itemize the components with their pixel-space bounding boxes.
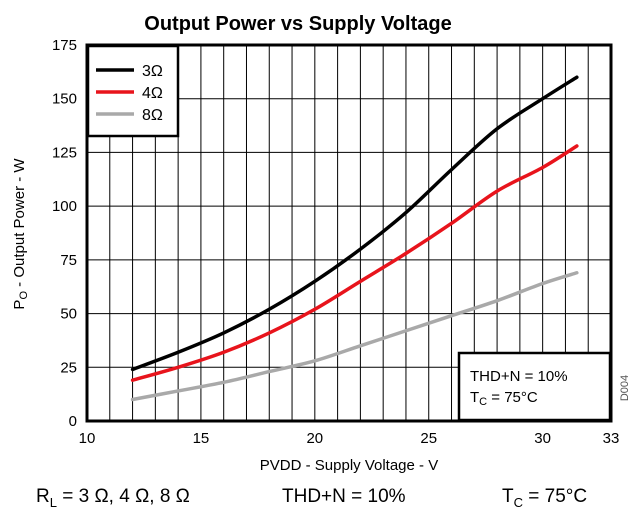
footer-load-main: R bbox=[36, 486, 50, 507]
series-line-3 bbox=[130, 271, 579, 402]
annotation-thd: THD+N = 10% bbox=[470, 368, 568, 385]
footer-temp: TC = 75°C bbox=[502, 486, 587, 510]
legend-label-1: 3Ω bbox=[142, 63, 163, 80]
y-tick-label: 25 bbox=[60, 359, 77, 376]
annotation-tc-rest: = 75°C bbox=[487, 389, 538, 406]
figure-code: D004 bbox=[619, 375, 631, 401]
annotation-frame bbox=[457, 351, 612, 422]
y-tick-label: 75 bbox=[60, 252, 77, 269]
footer-load-sub: L bbox=[49, 494, 57, 510]
annotation-box: THD+N = 10% TC = 75°C bbox=[457, 351, 612, 422]
footer-temp-main: T bbox=[502, 486, 514, 507]
annotation-tc-sub: C bbox=[479, 396, 487, 408]
x-tick-label: 30 bbox=[534, 430, 551, 447]
x-tick-label: 20 bbox=[306, 430, 323, 447]
footer-temp-sub: C bbox=[513, 494, 523, 510]
x-tick-label: 25 bbox=[420, 430, 437, 447]
x-tick-label: 15 bbox=[193, 430, 210, 447]
plot-frame bbox=[85, 43, 613, 423]
y-tick-label: 150 bbox=[52, 91, 77, 108]
annotation-tc-main: T bbox=[470, 389, 479, 406]
y-tick-label: 0 bbox=[69, 413, 77, 430]
y-axis-label: PO - Output Power - W bbox=[11, 158, 30, 310]
y-axis-label-rest: - Output Power - W bbox=[11, 158, 28, 291]
legend: 3Ω 4Ω 8Ω bbox=[86, 44, 180, 138]
footer-load: RL = 3 Ω, 4 Ω, 8 Ω bbox=[36, 486, 190, 510]
chart-title: Output Power vs Supply Voltage bbox=[144, 13, 451, 35]
footer-thd: THD+N = 10% bbox=[282, 486, 406, 507]
series-layer bbox=[130, 75, 579, 402]
footer-load-rest: = 3 Ω, 4 Ω, 8 Ω bbox=[56, 486, 190, 507]
y-tick-label: 175 bbox=[52, 37, 77, 54]
x-axis-label: PVDD - Supply Voltage - V bbox=[260, 457, 438, 474]
y-tick-label: 50 bbox=[60, 306, 77, 323]
legend-label-2: 4Ω bbox=[142, 85, 163, 102]
y-tick-label: 100 bbox=[52, 198, 77, 215]
series-line-2 bbox=[130, 144, 579, 382]
legend-label-3: 8Ω bbox=[142, 107, 163, 124]
x-tick-labels: 10 15 20 25 30 33 bbox=[79, 430, 620, 447]
y-tick-label: 125 bbox=[52, 144, 77, 161]
y-axis-label-main: P bbox=[11, 300, 28, 310]
series-line-1 bbox=[130, 75, 579, 372]
y-axis-label-sub: O bbox=[18, 291, 30, 300]
x-tick-label: 10 bbox=[79, 430, 96, 447]
x-tick-label: 33 bbox=[603, 430, 620, 447]
annotation-tc: TC = 75°C bbox=[470, 389, 538, 408]
footer-temp-rest: = 75°C bbox=[523, 486, 588, 507]
y-tick-labels: 0 25 50 75 100 125 150 175 bbox=[52, 37, 77, 430]
